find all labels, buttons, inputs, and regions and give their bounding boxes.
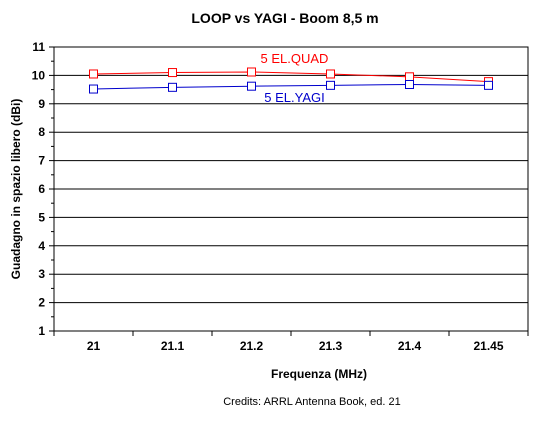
x-tick-label: 21.45 — [473, 339, 503, 353]
series-5-el-yagi: 5 EL.YAGI — [89, 79, 493, 105]
data-point — [326, 69, 335, 79]
series-label: 5 EL.QUAD — [261, 51, 329, 66]
grid-lines — [54, 74, 528, 304]
x-tick-label: 21 — [87, 339, 101, 353]
chart-title: LOOP vs YAGI - Boom 8,5 m — [191, 10, 378, 26]
series-group: 5 EL.QUAD 5 EL.YAGI — [89, 51, 493, 105]
x-axis: 21 21.1 21.2 21.3 21.4 21.45 — [53, 331, 529, 353]
y-tick-label: 10 — [32, 68, 46, 82]
y-tick-label: 5 — [38, 210, 45, 224]
data-point — [89, 69, 98, 79]
y-tick-label: 4 — [38, 239, 45, 253]
y-tick-label: 9 — [38, 97, 45, 111]
x-tick-label: 21.2 — [240, 339, 264, 353]
x-tick-label: 21.1 — [161, 339, 185, 353]
data-point — [326, 80, 335, 90]
data-point — [247, 81, 256, 91]
series-line — [93, 71, 489, 83]
x-axis-label: Frequenza (MHz) — [271, 367, 367, 381]
series-line — [93, 83, 489, 90]
y-tick-label: 2 — [38, 296, 45, 310]
data-point — [405, 72, 414, 82]
y-tick-label: 11 — [32, 40, 45, 54]
credits-text: Credits: ARRL Antenna Book, ed. 21 — [223, 396, 401, 408]
series-5-el-quad: 5 EL.QUAD — [89, 51, 493, 87]
data-point — [168, 68, 177, 78]
y-tick-label: 1 — [38, 324, 45, 338]
series-label: 5 EL.YAGI — [264, 90, 324, 105]
x-tick-label: 21.3 — [319, 339, 343, 353]
y-axis: 1 2 3 4 5 6 7 8 9 10 11 — [32, 40, 54, 338]
data-point — [168, 82, 177, 92]
y-tick-label: 8 — [38, 125, 45, 139]
x-tick-label: 21.4 — [398, 339, 422, 353]
data-point — [484, 80, 493, 90]
y-tick-label: 6 — [38, 182, 45, 196]
data-point — [247, 67, 256, 77]
y-tick-label: 7 — [38, 154, 45, 168]
y-axis-label: Guadagno in spazio libero (dBi) — [9, 99, 23, 280]
y-tick-label: 3 — [38, 267, 45, 281]
data-point — [405, 79, 414, 89]
data-point — [89, 84, 98, 94]
